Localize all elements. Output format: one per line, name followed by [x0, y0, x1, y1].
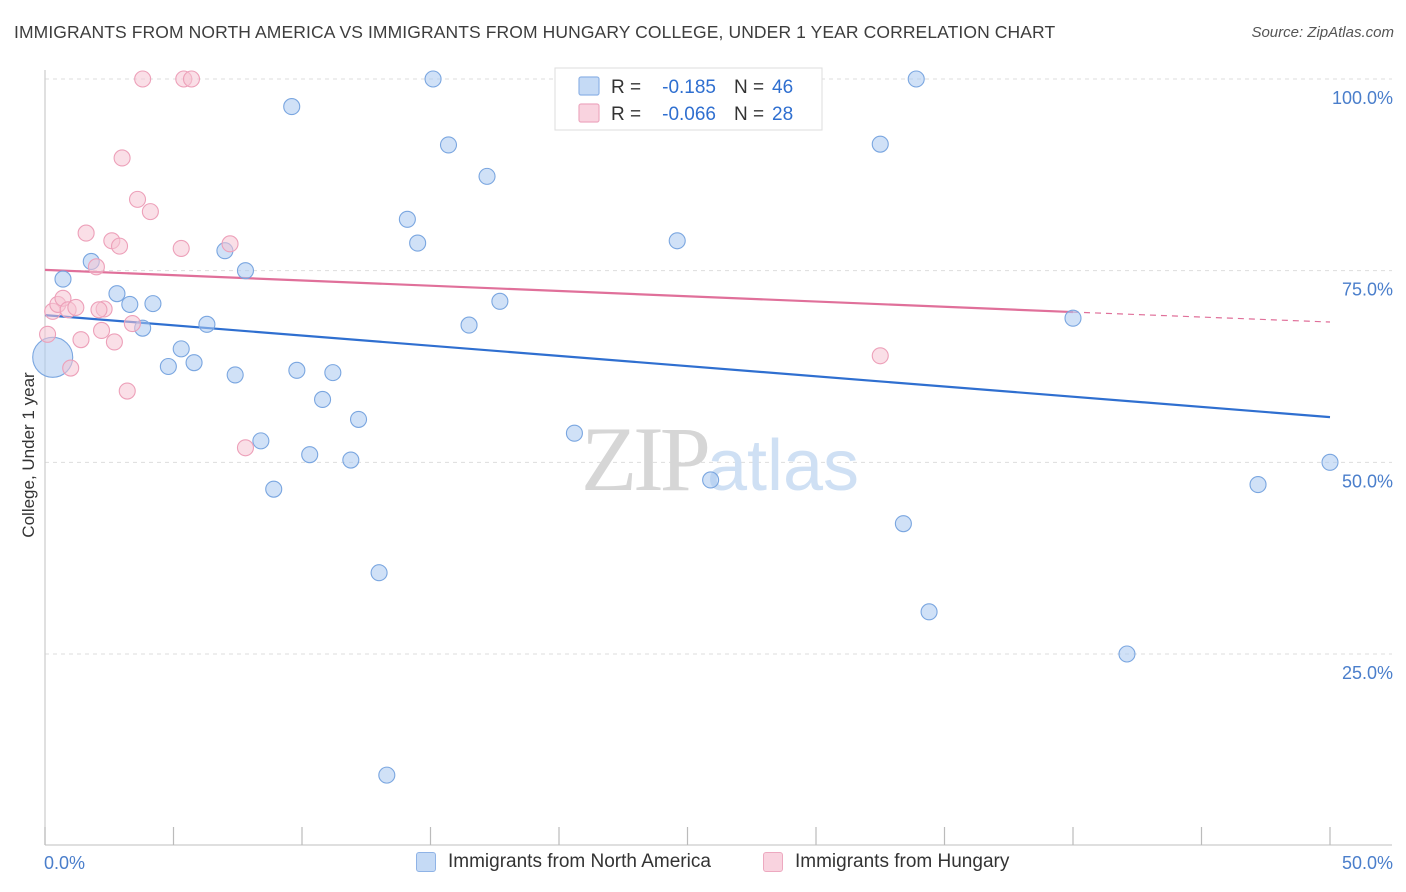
point-s1-9: [92, 321, 111, 340]
point-s0-38: [907, 70, 925, 88]
legend-n-value-1: 28: [772, 104, 793, 125]
point-s0-34: [702, 471, 720, 489]
legend-label-north-america: Immigrants from North America: [448, 851, 711, 872]
legend-r-value-1: -0.066: [662, 104, 716, 125]
point-s0-23: [370, 564, 388, 582]
point-s0-39: [920, 603, 938, 621]
point-s0-4: [121, 295, 139, 313]
point-s0-20: [324, 364, 342, 382]
point-s1-18: [134, 70, 152, 88]
point-s1-25: [871, 347, 889, 365]
legend-n-label-0: N =: [734, 77, 764, 98]
point-s1-22: [182, 70, 201, 88]
y-tick-label-1: 75.0%: [1342, 280, 1393, 300]
legend-r-value-0: -0.185: [662, 77, 716, 98]
point-s1-12: [105, 333, 123, 351]
point-s1-0: [39, 325, 57, 343]
point-s1-17: [128, 190, 147, 208]
point-s0-10: [198, 315, 216, 333]
legend-item-north-america: Immigrants from North America: [416, 851, 711, 873]
grid-lines: [45, 78, 1392, 655]
point-s1-27: [67, 298, 85, 317]
top-legend: R = -0.185 N = 46 R = -0.066 N = 28: [554, 67, 823, 131]
legend-item-hungary: Immigrants from Hungary: [763, 851, 1009, 873]
point-s0-13: [236, 262, 255, 280]
point-s0-24: [378, 766, 396, 784]
point-s1-20: [172, 239, 190, 257]
point-s0-6: [144, 295, 162, 313]
legend-swatch-hungary: [763, 852, 783, 872]
point-s1-6: [72, 331, 90, 349]
x-tick-label-1: 50.0%: [1342, 853, 1393, 873]
point-s0-19: [314, 390, 332, 409]
point-s0-15: [265, 480, 283, 498]
point-s0-8: [172, 340, 190, 358]
point-s0-12: [226, 366, 244, 384]
legend-n-value-0: 46: [772, 77, 793, 98]
axes: [44, 70, 1392, 846]
source-note: Source: ZipAtlas.com: [1251, 24, 1394, 41]
data-points: [32, 70, 1339, 784]
point-s1-24: [236, 439, 255, 457]
point-s0-25: [398, 210, 416, 228]
point-s0-21: [342, 451, 360, 469]
trend-line-1: [44, 268, 1074, 314]
point-s0-17: [288, 361, 306, 379]
trend-line-dashed-1: [1072, 311, 1331, 323]
point-s1-7: [77, 224, 95, 242]
point-s1-8: [87, 258, 105, 276]
point-s0-18: [301, 446, 319, 464]
point-s0-40: [1064, 309, 1082, 327]
y-axis-title: College, Under 1 year: [19, 372, 38, 538]
point-s0-32: [565, 424, 583, 442]
legend-label-hungary: Immigrants from Hungary: [795, 851, 1010, 872]
legend-swatch-0: [578, 76, 600, 96]
point-s1-23: [221, 235, 239, 253]
point-s0-31: [491, 292, 509, 310]
point-s1-19: [141, 203, 159, 221]
point-s1-14: [113, 149, 131, 167]
x-tick-label-0: 0.0%: [44, 853, 85, 873]
chart-title: IMMIGRANTS FROM NORTH AMERICA VS IMMIGRA…: [14, 22, 1056, 42]
point-s1-15: [118, 382, 136, 400]
point-s0-26: [409, 234, 427, 252]
point-s1-26: [90, 301, 108, 319]
legend-r-label-0: R =: [611, 77, 641, 98]
point-s0-43: [1321, 453, 1339, 471]
point-s0-9: [185, 354, 203, 372]
y-tick-label-2: 50.0%: [1342, 471, 1393, 491]
legend-swatch-north-america: [416, 852, 436, 872]
legend-swatch-1: [578, 103, 600, 123]
bottom-legend: Immigrants from North America Immigrants…: [0, 851, 1406, 881]
point-s1-13: [110, 237, 129, 255]
y-tick-label-0: 100.0%: [1332, 88, 1393, 108]
trend-lines: [44, 268, 1331, 419]
point-s0-33: [668, 232, 686, 250]
point-s1-5: [62, 359, 80, 377]
point-s0-1: [54, 270, 72, 288]
point-s0-16: [283, 98, 301, 116]
point-s0-30: [478, 167, 496, 185]
point-s0-7: [159, 357, 177, 376]
point-s0-37: [894, 515, 912, 533]
watermark: ZIPatlas: [581, 408, 859, 510]
point-s0-42: [1249, 476, 1267, 494]
point-s0-36: [871, 135, 889, 153]
point-s0-22: [349, 410, 368, 428]
point-s0-3: [108, 285, 126, 303]
x-tick-labels: 0.0% 50.0%: [44, 853, 1393, 873]
legend-n-label-1: N =: [734, 104, 764, 125]
legend-r-label-1: R =: [611, 104, 641, 125]
point-s1-16: [123, 315, 141, 333]
point-s0-29: [460, 316, 478, 334]
y-tick-label-3: 25.0%: [1342, 663, 1393, 683]
point-s0-27: [424, 70, 442, 88]
point-s0-14: [252, 432, 270, 450]
trend-line-0: [44, 314, 1331, 419]
point-s0-28: [439, 136, 458, 154]
point-s0-41: [1118, 645, 1136, 663]
y-tick-labels: 100.0% 75.0% 50.0% 25.0%: [1332, 88, 1393, 683]
